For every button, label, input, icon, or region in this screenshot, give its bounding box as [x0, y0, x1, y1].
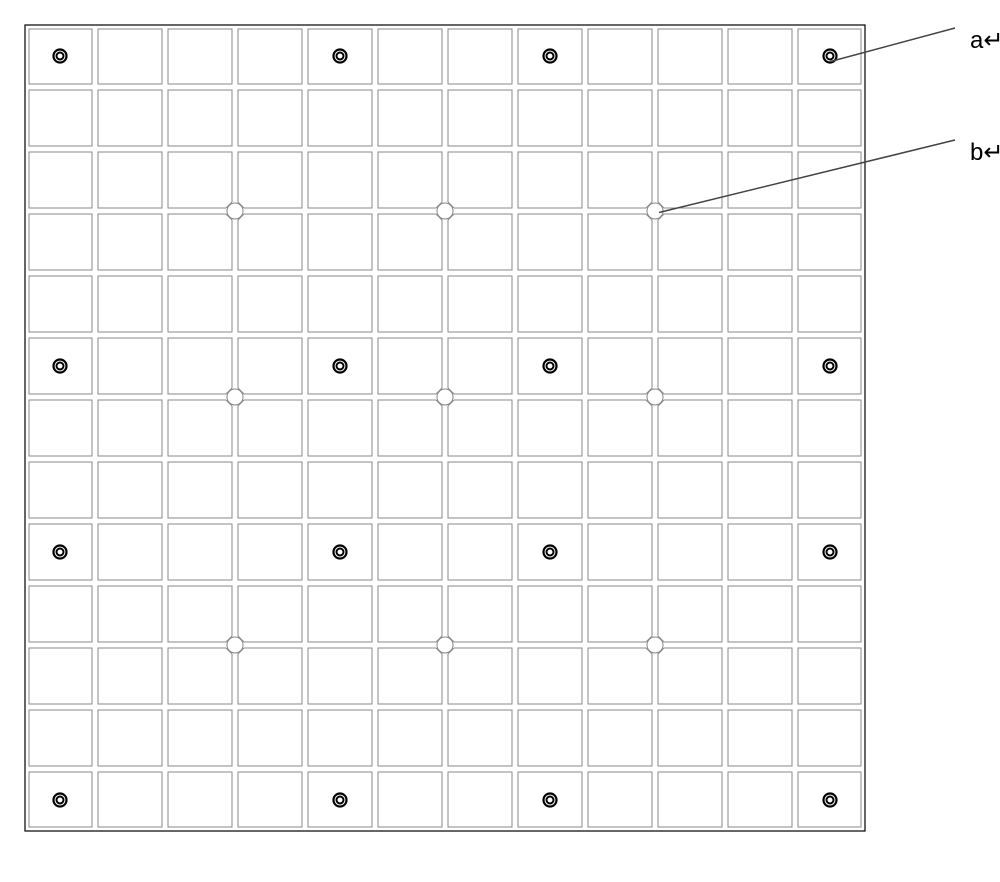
diagram-container: a↵b↵: [20, 20, 1000, 862]
grid-diagram: [20, 20, 1000, 862]
